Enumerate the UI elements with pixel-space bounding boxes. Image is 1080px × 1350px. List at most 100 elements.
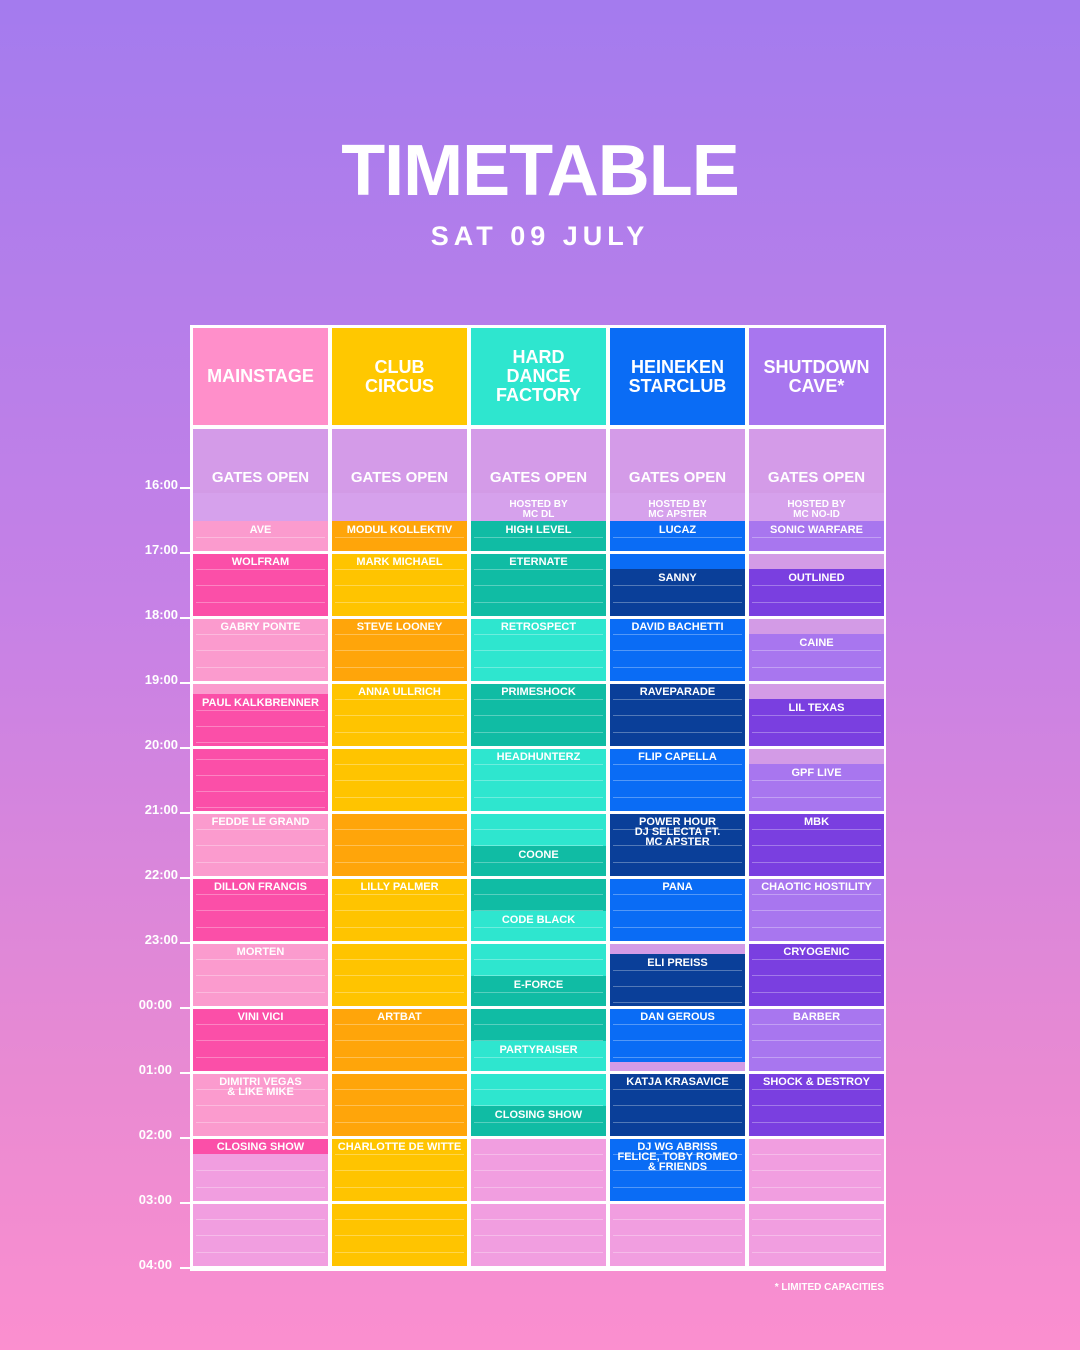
act-name: ETERNATE	[509, 556, 568, 568]
time-tick	[180, 1072, 190, 1074]
grid-line	[752, 861, 881, 863]
time-tick-label: 01:00	[138, 1062, 172, 1077]
grid-line	[752, 975, 881, 977]
act-name: RAVEPARADE	[639, 686, 716, 698]
hour-line	[190, 551, 886, 554]
gates-open-label: GATES OPEN	[211, 469, 310, 486]
hour-line	[190, 811, 886, 814]
hour-line	[190, 876, 886, 879]
stage-header: MAINSTAGE	[193, 328, 328, 425]
grid-line	[335, 536, 464, 538]
grid-line	[474, 861, 603, 863]
grid-line	[613, 731, 742, 733]
act-slot: PANA	[610, 878, 745, 943]
act-name: DAVID BACHETTI	[631, 621, 724, 633]
grid-line	[196, 709, 325, 711]
act-name: SANNY	[658, 572, 697, 585]
grid-line	[474, 1219, 603, 1220]
grid-line	[613, 1002, 742, 1004]
grid-line	[752, 1121, 881, 1123]
grid-line	[335, 1024, 464, 1025]
grid-line	[613, 1251, 742, 1253]
act-name: CLOSING SHOW	[216, 1141, 305, 1153]
grid-line	[474, 1170, 603, 1172]
time-tick-label: 00:00	[138, 997, 172, 1012]
grid-line	[196, 1040, 325, 1042]
act-name: BARBER	[792, 1011, 841, 1023]
time-tick	[180, 682, 190, 684]
grid-line	[613, 1154, 742, 1155]
grid-line	[474, 959, 603, 960]
grid-line	[335, 975, 464, 977]
grid-line	[335, 780, 464, 782]
act-name: OUTLINED	[788, 572, 845, 585]
grid-line	[196, 634, 325, 635]
act-name: PANA	[662, 881, 693, 893]
grid-line	[752, 991, 881, 993]
grid-line	[196, 774, 325, 776]
grid-line	[474, 585, 603, 587]
grid-line	[196, 601, 325, 603]
act-slot: DILLON FRANCIS	[193, 878, 328, 943]
column-line	[606, 325, 610, 1271]
grid-line	[752, 1040, 881, 1042]
act-name: WOLFRAM	[231, 556, 290, 568]
grid-line	[613, 1235, 742, 1237]
time-tick	[180, 747, 190, 749]
gates-open-block: GATES OPEN	[193, 428, 328, 490]
act-slot: LUCAZ	[610, 520, 745, 570]
grid-line	[474, 715, 603, 717]
act-slot: CLOSING SHOW	[193, 1138, 328, 1155]
page-title: TIMETABLE	[341, 131, 740, 211]
act-slot: MORTEN	[193, 943, 328, 1008]
act-slot: SHOCK & DESTROY	[749, 1073, 884, 1138]
act-name: GPF LIVE	[791, 767, 842, 780]
time-tick-label: 02:00	[138, 1127, 172, 1142]
gates-open-block: GATES OPEN	[610, 428, 745, 490]
act-slot: BARBER	[749, 1008, 884, 1073]
act-slot: CLOSING SHOW	[471, 1105, 606, 1138]
grid-line	[474, 780, 603, 782]
grid-line	[196, 1105, 325, 1107]
grid-line	[474, 1121, 603, 1123]
grid-line	[335, 1235, 464, 1237]
grid-line	[474, 1056, 603, 1058]
grid-line	[335, 650, 464, 652]
grid-line	[613, 926, 742, 928]
act-slot: HEADHUNTERZ	[471, 748, 606, 846]
act-name: ELI PREISS	[647, 956, 708, 969]
grid-line	[335, 1121, 464, 1123]
time-tick	[180, 877, 190, 879]
grid-line	[196, 959, 325, 960]
grid-line	[474, 569, 603, 570]
grid-line	[613, 601, 742, 603]
grid-line	[752, 959, 881, 960]
grid-line	[752, 585, 881, 587]
grid-line	[752, 536, 881, 538]
grid-line	[613, 715, 742, 717]
grid-line	[613, 861, 742, 863]
hour-line	[190, 1201, 886, 1204]
hour-line	[190, 1071, 886, 1074]
time-tick	[180, 812, 190, 814]
host-label: HOSTED BY MC DL	[509, 499, 568, 520]
act-name: ARTBAT	[377, 1011, 422, 1023]
grid-line	[335, 1056, 464, 1058]
grid-line	[335, 845, 464, 847]
grid-line	[335, 585, 464, 587]
grid-line	[196, 1219, 325, 1220]
grid-line	[196, 829, 325, 830]
grid-line	[196, 1235, 325, 1237]
grid-line	[196, 1089, 325, 1090]
act-name: CRYOGENIC	[783, 946, 850, 958]
grid-line	[752, 1235, 881, 1237]
act-name: CAINE	[799, 637, 834, 650]
grid-line	[752, 796, 881, 798]
empty-slot	[193, 1154, 328, 1268]
host-label: HOSTED BY MC NO-ID	[787, 499, 846, 520]
host-block	[332, 493, 467, 521]
time-tick	[180, 552, 190, 554]
grid-line	[752, 1024, 881, 1025]
act-name: DILLON FRANCIS	[214, 881, 307, 893]
grid-line	[474, 764, 603, 765]
